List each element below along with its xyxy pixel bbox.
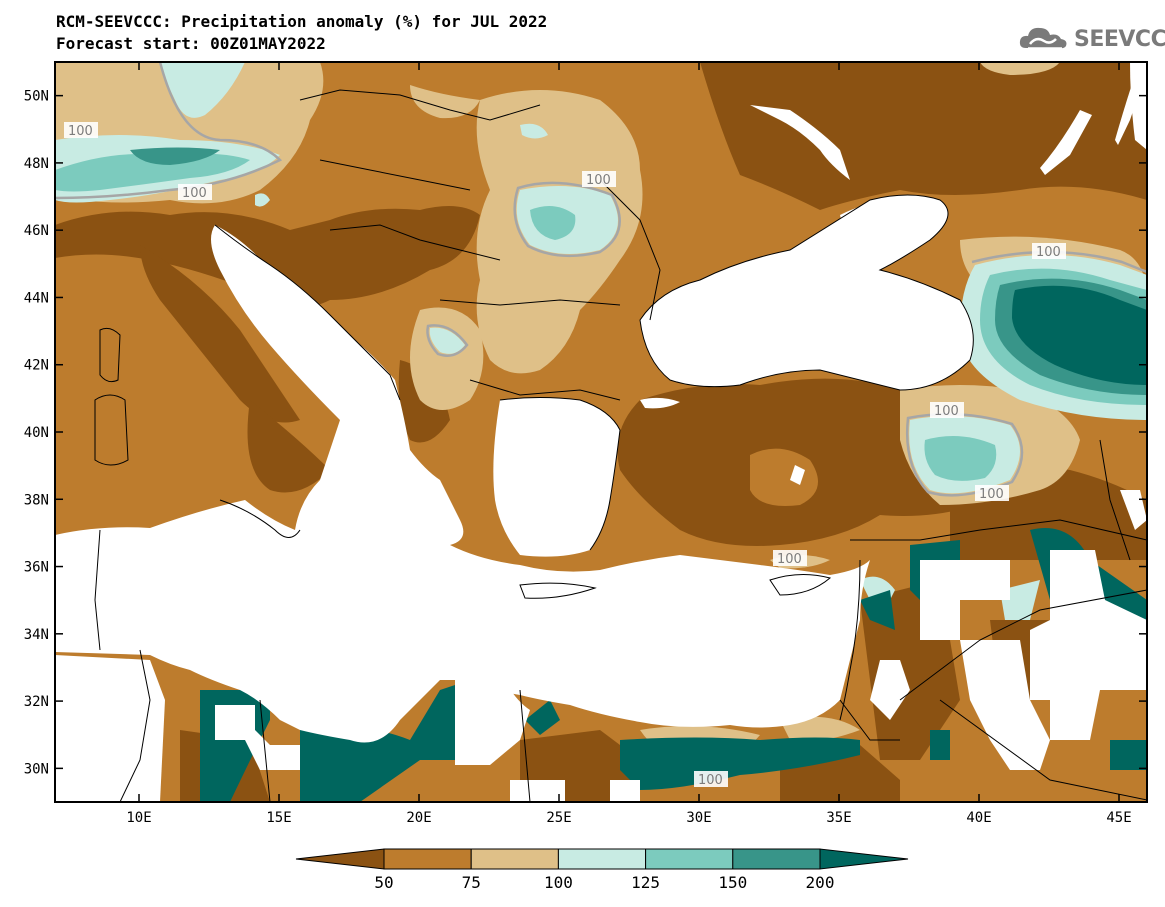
colorbar-label: 100: [544, 873, 573, 892]
borders: [94, 89, 1147, 802]
contour-label-text: 100: [934, 404, 959, 419]
map-subtitle: Forecast start: 00Z01MAY2022: [56, 34, 326, 53]
contour-labels: 100 100 100 100 100 100 100 100: [64, 122, 1066, 788]
contour-label: 100: [178, 184, 212, 201]
cloud-icon: [1019, 27, 1067, 49]
lat-tick-label: 32N: [24, 694, 49, 710]
colorbar-label: 75: [462, 873, 481, 892]
lat-tick-label: 38N: [24, 492, 49, 508]
contour-label-text: 100: [586, 173, 611, 188]
colorbar-label: 200: [806, 873, 835, 892]
colorbar-swatch-high: [819, 848, 909, 870]
colorbar-label: 50: [374, 873, 393, 892]
lat-tick-label: 48N: [24, 156, 49, 172]
contour-label-text: 100: [1036, 245, 1061, 260]
contour-label: 100: [1032, 243, 1066, 260]
contour-label-text: 100: [68, 124, 93, 139]
colorbar-swatch: [557, 848, 647, 870]
logo-text: SEEVCCC: [1074, 26, 1165, 52]
contour-label: 100: [930, 402, 964, 419]
lat-tick-label: 34N: [24, 627, 49, 643]
lat-tick-label: 50N: [24, 89, 49, 105]
contour-label-text: 100: [698, 773, 723, 788]
map-title: RCM-SEEVCCC: Precipitation anomaly (%) f…: [56, 12, 548, 31]
colorbar-label: 125: [631, 873, 660, 892]
colorbar-swatch: [645, 848, 734, 870]
contour-label-text: 100: [777, 552, 802, 567]
lon-tick-label: 15E: [266, 810, 291, 826]
longitude-axis: 10E 15E 20E 25E 30E 35E 40E 45E: [126, 62, 1132, 826]
contour-label: 100: [64, 122, 98, 139]
lat-tick-label: 40N: [24, 425, 49, 441]
lon-tick-label: 20E: [406, 810, 431, 826]
lon-tick-label: 10E: [126, 810, 151, 826]
contour-label: 100: [773, 550, 807, 567]
anomaly-field: [55, 62, 1147, 802]
lon-tick-label: 25E: [546, 810, 571, 826]
colorbar-swatch-low: [295, 848, 385, 870]
lat-tick-label: 44N: [24, 290, 49, 306]
masked-areas: [55, 62, 1147, 802]
contour-label: 100: [694, 771, 728, 788]
contour-label-text: 100: [182, 186, 207, 201]
contour-label: 100: [975, 485, 1009, 502]
contour-label-text: 100: [979, 487, 1004, 502]
lon-tick-label: 45E: [1106, 810, 1131, 826]
colorbar-swatch: [732, 848, 821, 870]
lat-tick-label: 42N: [24, 358, 49, 374]
lat-tick-label: 30N: [24, 761, 49, 777]
contour-label: 100: [582, 171, 616, 188]
lat-tick-label: 36N: [24, 560, 49, 576]
colorbar-swatch: [470, 848, 559, 870]
lon-tick-label: 35E: [826, 810, 851, 826]
latitude-axis: 50N 48N 46N 44N 42N 40N 38N 36N 34N 32N 30N: [24, 89, 1147, 777]
lon-tick-label: 40E: [966, 810, 991, 826]
colorbar-swatch: [383, 848, 472, 870]
colorbar-label: 150: [718, 873, 747, 892]
lat-tick-label: 46N: [24, 223, 49, 239]
seevccc-logo: SEEVCCC: [1018, 24, 1165, 54]
lon-tick-label: 30E: [686, 810, 711, 826]
colorbar: 50 75 100 125 150 200: [295, 848, 909, 892]
